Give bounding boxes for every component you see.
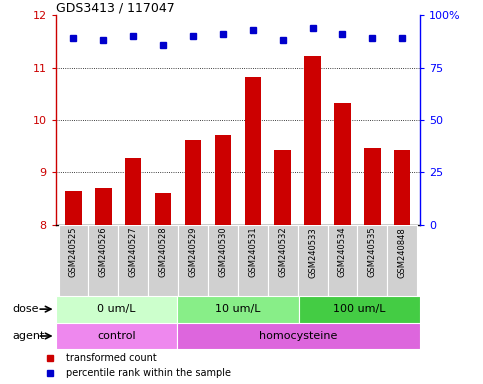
Text: GDS3413 / 117047: GDS3413 / 117047 (56, 1, 174, 14)
Bar (95, 188, 112, 225)
Text: dose: dose (12, 304, 39, 314)
Bar (298, 225, 327, 296)
Text: percentile rank within the sample: percentile rank within the sample (67, 368, 231, 378)
Bar (177, 296, 298, 323)
Bar (88, 225, 118, 296)
Bar (387, 225, 417, 296)
Bar (394, 151, 411, 225)
Bar (268, 225, 298, 296)
Text: GSM240526: GSM240526 (99, 227, 108, 277)
Bar (357, 225, 387, 296)
Bar (274, 151, 291, 225)
Text: GSM240533: GSM240533 (308, 227, 317, 278)
Bar (56, 323, 177, 349)
Bar (178, 225, 208, 296)
Text: GSM240527: GSM240527 (129, 227, 138, 277)
Bar (334, 103, 351, 225)
Bar (185, 140, 201, 225)
Bar (215, 135, 231, 225)
Text: agent: agent (12, 331, 44, 341)
Text: transformed count: transformed count (67, 353, 157, 363)
Bar (65, 190, 82, 225)
Bar (148, 225, 178, 296)
Bar (298, 296, 420, 323)
Bar (58, 225, 88, 296)
Bar (238, 225, 268, 296)
Text: 10 um/L: 10 um/L (215, 304, 261, 314)
Bar (118, 225, 148, 296)
Text: GSM240534: GSM240534 (338, 227, 347, 277)
Text: GSM240848: GSM240848 (398, 227, 407, 278)
Text: 0 um/L: 0 um/L (97, 304, 136, 314)
Text: GSM240535: GSM240535 (368, 227, 377, 277)
Text: 100 um/L: 100 um/L (333, 304, 386, 314)
Bar (208, 225, 238, 296)
Bar (56, 296, 177, 323)
Text: GSM240525: GSM240525 (69, 227, 78, 277)
Bar (125, 158, 142, 225)
Bar (155, 193, 171, 225)
Bar (177, 323, 420, 349)
Text: GSM240530: GSM240530 (218, 227, 227, 277)
Bar (327, 225, 357, 296)
Text: control: control (97, 331, 136, 341)
Bar (364, 148, 381, 225)
Text: GSM240531: GSM240531 (248, 227, 257, 277)
Text: GSM240528: GSM240528 (158, 227, 168, 277)
Text: GSM240529: GSM240529 (188, 227, 198, 277)
Bar (304, 56, 321, 225)
Text: homocysteine: homocysteine (259, 331, 338, 341)
Text: GSM240532: GSM240532 (278, 227, 287, 277)
Bar (244, 76, 261, 225)
